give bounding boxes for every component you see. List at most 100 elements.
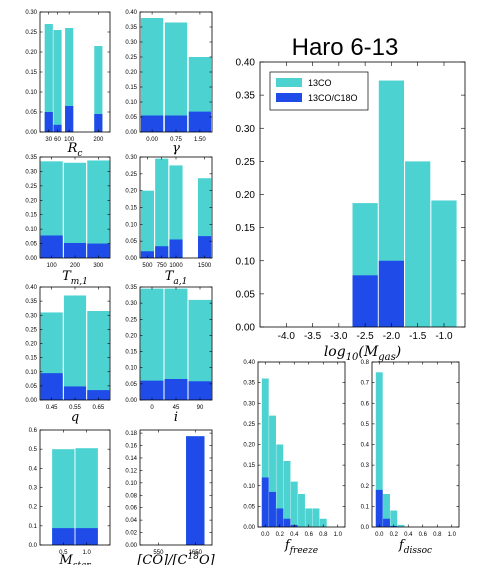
bar-mstar-total-0: [52, 449, 75, 545]
ytick-label-mgas-6: 0.30: [236, 124, 256, 135]
xlabel-part-ffreeze-1: freeze: [289, 546, 318, 556]
ytick-label-fdissoc-7: 0.7: [361, 381, 370, 387]
bar-rc-total-2: [65, 28, 74, 132]
ytick-label-mgas-3: 0.15: [236, 223, 256, 234]
bar-fdissoc-total-0: [375, 372, 383, 527]
bar-fdissoc-total-2: [390, 510, 398, 527]
bar-mgas-total-2: [405, 161, 431, 328]
xlabel-mstar: Mstar: [58, 553, 91, 565]
ytick-label-incl-1: 0.05: [125, 382, 137, 388]
ytick-label-gamma-8: 0.40: [125, 10, 137, 16]
bar-ffreeze-total-1: [269, 415, 276, 528]
axes-frame-mstar: [39, 429, 111, 546]
xlabel-part-mstar-1: star: [73, 561, 92, 565]
ytick-label-ta1-0: 0.00: [125, 256, 137, 262]
ytick-label-q-7: 0.35: [25, 299, 37, 305]
bar-rc-c18o-3: [94, 114, 103, 132]
bar-q-total-1: [63, 295, 87, 400]
ytick-label-ta1-3: 0.15: [125, 206, 137, 212]
bar-mgas-c18o-0: [352, 275, 378, 327]
xtick-label-gamma-1: 0.75: [170, 137, 182, 143]
ytick-label-tm1-7: 0.35: [25, 155, 37, 161]
ytick-label-fdissoc-1: 0.1: [361, 504, 370, 510]
bar-ffreeze-total-2: [276, 444, 284, 527]
xtick-label-q-0: 0.45: [46, 405, 58, 411]
ytick-label-incl-7: 0.35: [125, 285, 137, 291]
ytick-label-ffreeze-4: 0.20: [243, 443, 255, 449]
legend-swatch-1: [276, 93, 302, 102]
bar-tm1-c18o-1: [63, 242, 87, 258]
ytick-label-ffreeze-3: 0.15: [243, 463, 255, 469]
chart-gamma: 0.00 0.05 0.10 0.15 0.20 0.25 0.30 0.35 0.40 0.00…: [125, 10, 213, 156]
ytick-label-gamma-5: 0.25: [125, 55, 137, 61]
ytick-label-gamma-3: 0.15: [125, 85, 137, 91]
bar-incl-total-0: [140, 288, 164, 400]
xtick-label-mgas-0: -4.0: [278, 331, 296, 342]
legend-label-0: 13CO: [308, 78, 332, 88]
bar-tm1-c18o-0: [40, 235, 63, 258]
bar-mgas-total-3: [431, 200, 457, 327]
bar-rc-c18o-2: [65, 106, 74, 132]
xtick-label-fdissoc-4: 0.8: [433, 532, 442, 538]
ytick-label-mstar-6: 0.6: [29, 428, 38, 434]
xtick-label-fdissoc-5: 1.0: [448, 532, 457, 538]
chart-fdissoc: 0.0 0.1 0.2 0.3 0.4 0.5 0.6 0.7 0.8 0.0 0.2 0.4 0.6 0…: [361, 360, 460, 556]
ytick-label-tm1-0: 0.00: [25, 256, 37, 262]
bar-fdissoc-total-1: [383, 494, 390, 527]
ytick-label-coratio-2: 0.04: [125, 518, 137, 524]
ytick-label-ffreeze-0: 0.00: [243, 525, 255, 531]
bar-fdissoc-c18o-1: [383, 518, 390, 527]
bar-mstar-c18o-0: [52, 528, 75, 545]
xtick-label-incl-0: 0: [150, 405, 154, 411]
chart-mstar: 0.00.10.20.30.40.50.60.51.0Mstar: [29, 428, 111, 565]
bar-rc-total-1: [53, 30, 62, 132]
ytick-label-incl-4: 0.20: [125, 333, 137, 339]
xlabel-part-coratio-0: [CO]/[C: [137, 553, 187, 565]
xtick-label-tm1-2: 300: [93, 263, 104, 269]
ytick-label-rc-6: 0.30: [25, 10, 37, 16]
xlabel-ta1: Ta,1: [165, 269, 188, 287]
ytick-label-mstar-0: 0.0: [29, 543, 38, 549]
bar-ffreeze-c18o-3: [283, 518, 291, 527]
ytick-label-incl-3: 0.15: [125, 350, 137, 356]
ytick-label-gamma-0: 0.00: [125, 130, 137, 136]
ytick-label-ta1-6: 0.30: [125, 155, 137, 161]
ytick-label-rc-1: 0.05: [25, 110, 37, 116]
ytick-label-ffreeze-1: 0.05: [243, 504, 255, 510]
xtick-label-tm1-0: 100: [47, 263, 58, 269]
ytick-label-mgas-2: 0.10: [236, 256, 256, 267]
ytick-label-fdissoc-5: 0.5: [361, 422, 370, 428]
xlabel-part-mstar-0: M: [58, 553, 73, 565]
xtick-label-ta1-0: 500: [142, 263, 153, 269]
xtick-label-mgas-2: -3.0: [330, 331, 348, 342]
ytick-label-fdissoc-2: 0.2: [361, 484, 370, 490]
xtick-label-rc-3: 200: [93, 137, 104, 143]
xlabel-part-tm1-1: m,1: [71, 277, 88, 287]
xtick-label-ta1-3: 1500: [198, 263, 212, 269]
xtick-label-q-1: 0.55: [69, 405, 81, 411]
xlabel-fdissoc: fdissoc: [398, 538, 432, 556]
ytick-label-incl-2: 0.10: [125, 366, 137, 372]
figure-title: Haro 6-13: [292, 34, 399, 61]
bar-tm1-total-1: [63, 162, 87, 258]
ytick-label-mgas-8: 0.40: [236, 58, 256, 69]
ytick-label-rc-3: 0.15: [25, 70, 37, 76]
xtick-label-incl-1: 45: [173, 405, 180, 411]
xlabel-gamma: γ: [172, 141, 180, 156]
xtick-label-ta1-1: 750: [157, 263, 168, 269]
ytick-label-rc-0: 0.00: [25, 130, 37, 136]
xtick-label-ffreeze-3: 0.6: [305, 532, 314, 538]
ytick-label-coratio-3: 0.06: [125, 506, 137, 512]
xtick-label-rc-0: 30: [45, 137, 52, 143]
chart-q: 0.00 0.05 0.10 0.15 0.20 0.25 0.30 0.35 0.40 0.45…: [25, 285, 111, 425]
ytick-label-mgas-0: 0.00: [236, 323, 256, 334]
ytick-label-rc-5: 0.25: [25, 30, 37, 36]
ytick-label-coratio-6: 0.12: [125, 468, 137, 474]
bar-ta1-c18o-2: [169, 239, 183, 258]
bar-coratio-c18o-1: [186, 436, 205, 545]
xlabel-tm1: Tm,1: [62, 269, 88, 287]
xlabel-part-fdissoc-1: dissoc: [404, 546, 432, 556]
xtick-label-ffreeze-4: 0.8: [319, 532, 328, 538]
ytick-label-ffreeze-7: 0.35: [243, 381, 255, 387]
